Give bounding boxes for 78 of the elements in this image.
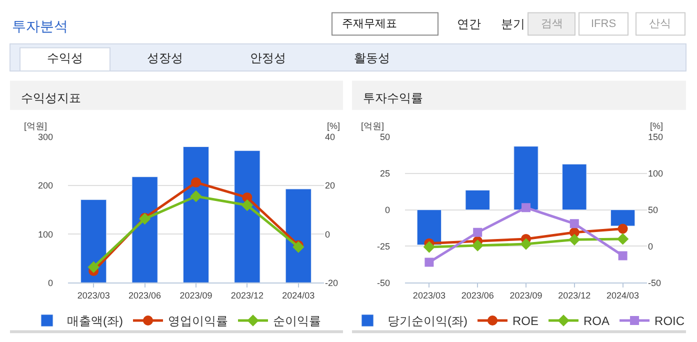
point [88,261,100,273]
x-tick-label: 2023/09 [180,290,212,300]
y-tick-label: 200 [38,180,53,191]
text: IFRS [591,18,616,30]
y2-tick-label: -50 [648,278,662,288]
y2-tick-label: 150 [648,132,664,142]
y2-tick-label: 0 [648,241,654,252]
bar [610,210,636,226]
point [472,240,484,252]
y2-tick-label: 20 [325,180,336,191]
point [522,203,530,212]
legend-label: ROIC [654,314,685,328]
bar [514,146,538,210]
chart-title: 수익성지표 [21,91,81,105]
x-tick-label: 2023/03 [77,290,110,300]
y-tick-label: 0 [48,278,53,288]
bar [132,176,158,283]
point [616,233,629,245]
point [191,177,201,188]
y-axis-title: [억원] [24,121,48,131]
point [241,199,254,212]
y2-axis-title: [%] [650,121,664,131]
y2-tick-label: 50 [648,204,658,215]
x-tick-label: 2023/09 [510,290,542,300]
y-tick-label: 0 [384,204,390,215]
bar [562,164,587,210]
text: 연간 [457,17,481,31]
bar [285,188,312,283]
y-tick-label: -25 [376,241,390,252]
text: 분기 [501,17,525,31]
chart-title: 투자수익률 [363,91,423,105]
point [473,228,482,237]
text: 활동성 [354,51,390,65]
x-tick-label: 2023/06 [461,290,494,300]
y2-tick-label: -20 [325,278,338,288]
point [568,234,580,246]
bar [416,210,442,246]
point [424,258,434,267]
legend-label: 영업이익률 [168,314,228,328]
point [570,219,579,228]
text: 산식 [649,18,671,30]
y2-tick-label: 0 [325,229,330,240]
x-tick-label: 2024/03 [606,290,640,300]
bar [182,146,210,283]
x-tick-label: 2023/03 [412,290,446,300]
legend-label: 매출액(좌) [67,314,123,328]
y2-axis-title: [%] [327,121,340,131]
text: 검색 [541,18,563,30]
text: 수익성 [47,51,83,65]
point [292,241,304,253]
point [190,190,202,202]
y-tick-label: 25 [380,168,390,179]
point [618,224,628,234]
y-tick-label: -50 [376,278,390,288]
x-tick-label: 2024/03 [282,290,315,300]
y-tick-label: 100 [38,229,53,240]
x-tick-label: 2023/12 [558,290,591,300]
legend-label: 당기순이익(좌) [388,314,468,328]
y2-tick-label: 100 [648,168,664,179]
x-tick-label: 2023/12 [230,290,264,300]
y-tick-label: 50 [380,132,390,142]
bar [465,190,490,210]
text: 주재무제표 [342,18,397,30]
point [423,241,436,253]
bar [80,199,107,283]
y-tick-label: 300 [38,132,53,142]
legend-label: ROE [512,314,539,328]
legend-label: 순이익률 [273,314,321,328]
text: 안정성 [250,51,286,65]
point [618,251,628,260]
legend-label: ROA [584,314,610,328]
y2-tick-label: 40 [325,132,336,142]
y-axis-title: [억원] [361,121,384,131]
x-tick-label: 2023/06 [128,290,162,300]
bar [234,150,260,283]
text: 성장성 [147,51,183,65]
text: 투자분석 [12,18,68,34]
point [520,238,532,250]
